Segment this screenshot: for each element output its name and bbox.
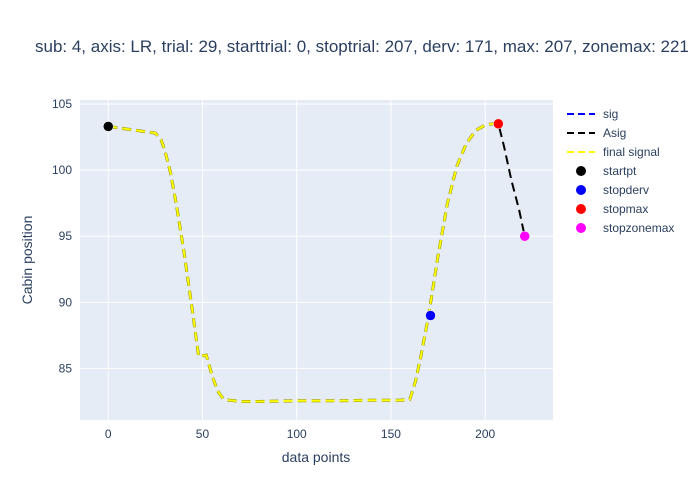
legend-label-stopzonemax: stopzonemax: [603, 221, 674, 235]
legend-label-sig: sig: [603, 107, 618, 121]
legend-item-stopderv[interactable]: stopderv: [576, 183, 649, 197]
x-tick-label: 200: [475, 427, 495, 441]
chart-title: sub: 4, axis: LR, trial: 29, starttrial:…: [35, 37, 689, 56]
plot-area: [80, 100, 553, 420]
gridlines: [80, 100, 553, 420]
marker-startpt: [103, 121, 114, 132]
y-tick-label: 85: [59, 361, 73, 375]
legend-item-sig[interactable]: sig: [567, 107, 618, 121]
series-line-final-signal: [108, 122, 499, 403]
legend-swatch-stopzonemax: [576, 223, 586, 233]
marker-stopderv: [425, 310, 436, 321]
legend-swatch-startpt: [576, 166, 586, 176]
legend-label-stopderv: stopderv: [603, 183, 649, 197]
marker-stopzonemax: [519, 230, 530, 242]
legend-label-startpt: startpt: [603, 164, 637, 178]
legend-swatch-stopmax: [576, 204, 586, 214]
legend-item-asig[interactable]: Asig: [567, 126, 626, 140]
series-lines: [108, 122, 526, 403]
legend-label-asig: Asig: [603, 126, 626, 140]
x-tick-label: 0: [105, 427, 112, 441]
legend-swatch-stopderv: [576, 185, 586, 195]
legend-item-stopmax[interactable]: stopmax: [576, 202, 648, 216]
y-tick-label: 105: [52, 97, 72, 111]
x-tick-label: 100: [287, 427, 307, 441]
y-tick-label: 95: [59, 229, 73, 243]
marker-stopmax: [493, 118, 504, 130]
legend-item-stopzonemax[interactable]: stopzonemax: [576, 221, 674, 235]
legend-item-startpt[interactable]: startpt: [576, 164, 637, 178]
y-axis-label: Cabin position: [19, 216, 35, 305]
legend-label-stopmax: stopmax: [603, 202, 648, 216]
legend-label-final-signal: final signal: [603, 145, 660, 159]
x-axis-label: data points: [282, 449, 351, 465]
x-tick-label: 50: [196, 427, 210, 441]
x-axis-ticks: 0 50 100 150 200: [105, 427, 496, 441]
series-markers: [103, 118, 530, 321]
y-tick-label: 100: [52, 163, 72, 177]
legend-item-final-signal[interactable]: final signal: [567, 145, 660, 159]
legend[interactable]: sig Asig final signal startpt stopderv stopma…: [567, 107, 674, 235]
y-tick-label: 90: [59, 295, 73, 309]
x-tick-label: 150: [381, 427, 401, 441]
y-axis-ticks: 85 90 95 100 105: [52, 97, 72, 375]
